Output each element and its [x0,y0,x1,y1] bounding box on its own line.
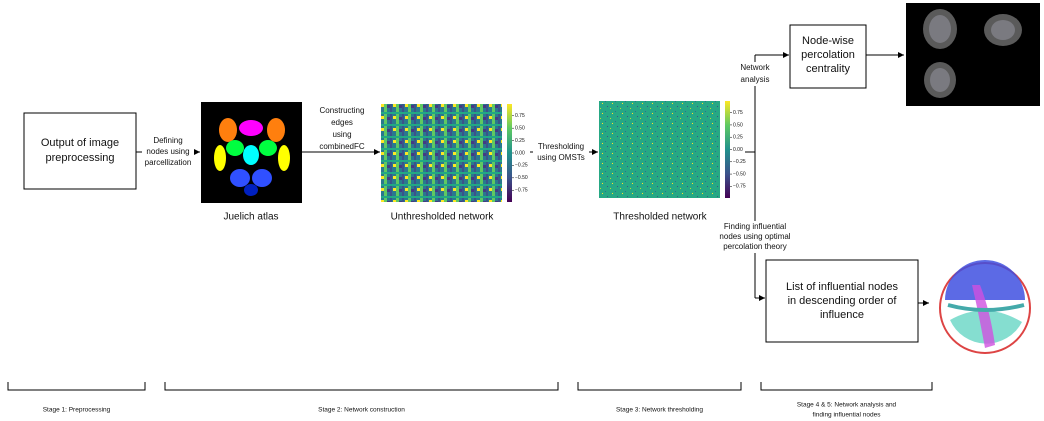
edge-label: percolation theory [723,242,787,251]
stage-label: Stage 2: Network construction [318,407,405,414]
colorbar-tick-label: 0.00 [733,147,743,153]
colorbar-tick-label: 0.50 [733,122,743,128]
edge-label: nodes using [146,147,189,156]
box-text: influence [820,309,864,321]
colorbar-tick-label: −0.50 [515,175,528,181]
edge-label: Thresholding [538,142,584,151]
box-text: Node-wise [802,35,854,47]
stage-label: Stage 3: Network thresholding [616,407,703,414]
colorbar-tick-label: 0.25 [515,138,525,144]
box-text: preprocessing [45,152,114,164]
stage-label: finding influential nodes [813,412,882,419]
box-text: List of influential nodes [786,281,898,293]
colorbar-tick-label: 0.00 [515,150,525,156]
image-caption: Unthresholded network [391,212,495,223]
image-caption: Juelich atlas [223,212,278,223]
edge-label: Defining [153,136,182,145]
colorbar-tick-label: −0.75 [515,188,528,194]
edge-label: using [332,130,351,139]
colorbar-tick-label: −0.50 [733,171,746,177]
stage-bracket [578,382,741,390]
colorbar-ticks: 0.75 0.50 0.25 0.00 −0.25 −0.50 −0.75 [730,110,746,190]
box-text: Output of image [41,137,119,149]
colorbar-tick-label: 0.75 [733,110,743,116]
box-text: centrality [806,63,851,75]
image-caption: Thresholded network [613,212,707,223]
colorbar-ticks: 0.75 0.50 0.25 0.00 −0.25 −0.50 −0.75 [512,113,528,193]
stages: Stage 1: Preprocessing Stage 2: Network c… [8,382,932,419]
stage-label: Stage 4 & 5: Network analysis and [797,402,897,409]
colorbar-tick-label: 0.50 [515,126,525,132]
colorbar [507,104,512,202]
stage-label: Stage 1: Preprocessing [43,407,111,414]
box-text: percolation [801,49,855,61]
colorbar-tick-label: 0.25 [733,135,743,141]
stage-bracket [165,382,558,390]
box-text: in descending order of [788,295,898,307]
heatmap-image [599,101,720,198]
colorbar-tick-label: −0.25 [515,163,528,169]
stage-bracket [761,382,932,390]
edge-label: Constructing [320,106,365,115]
edge-label: edges [331,118,353,127]
edge-label: nodes using optimal [719,232,790,241]
edge-label: combinedFC [319,142,365,151]
edge-label: parcellization [145,158,192,167]
heatmap-image [381,104,502,202]
brain-images [906,3,1040,106]
edge-label: Network [740,63,770,72]
edge-label: using OMSTs [537,153,585,162]
pipeline-diagram: Output of image preprocessing Defining n… [0,0,1044,421]
colorbar-tick-label: 0.75 [515,113,525,119]
edge-label: analysis [741,75,770,84]
chord-diagram [940,260,1030,353]
stage-bracket [8,382,145,390]
colorbar-tick-label: −0.75 [733,184,746,190]
colorbar-tick-label: −0.25 [733,159,746,165]
edge-label: Finding influential [724,222,786,231]
colorbar [725,101,730,198]
